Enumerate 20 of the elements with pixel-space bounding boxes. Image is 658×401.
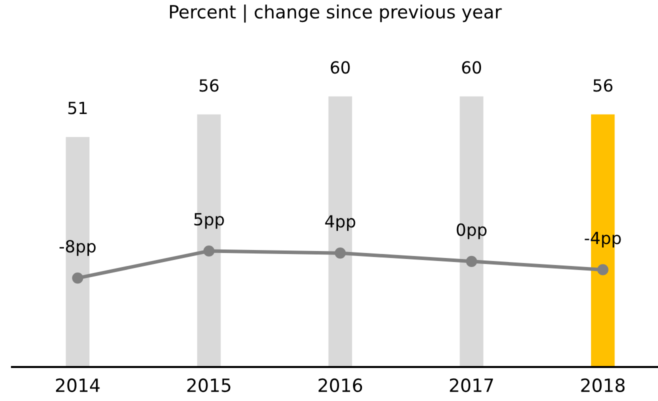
point — [203, 245, 215, 257]
data-label: 60 — [462, 61, 482, 74]
x-tick-label: 2016 — [318, 378, 362, 392]
x-tick-label: 2017 — [450, 378, 493, 392]
point — [72, 272, 84, 284]
data-label: 0pp — [456, 223, 487, 240]
x-tick-label: 2015 — [187, 378, 230, 392]
data-label: 56 — [594, 79, 612, 92]
data-label: 60 — [330, 61, 350, 74]
point — [334, 248, 346, 259]
point — [466, 256, 478, 267]
x-tick-label: 2018 — [581, 378, 625, 392]
data-label: 5pp — [194, 213, 224, 229]
point — [597, 264, 608, 276]
data-label: 4pp — [325, 215, 356, 231]
chart-title: Percent | change since previous year — [170, 4, 502, 23]
data-label: 51 — [68, 102, 87, 114]
x-tick-label: 2014 — [56, 378, 100, 392]
data-label: -8pp — [60, 240, 96, 256]
data-label: 56 — [200, 79, 219, 92]
